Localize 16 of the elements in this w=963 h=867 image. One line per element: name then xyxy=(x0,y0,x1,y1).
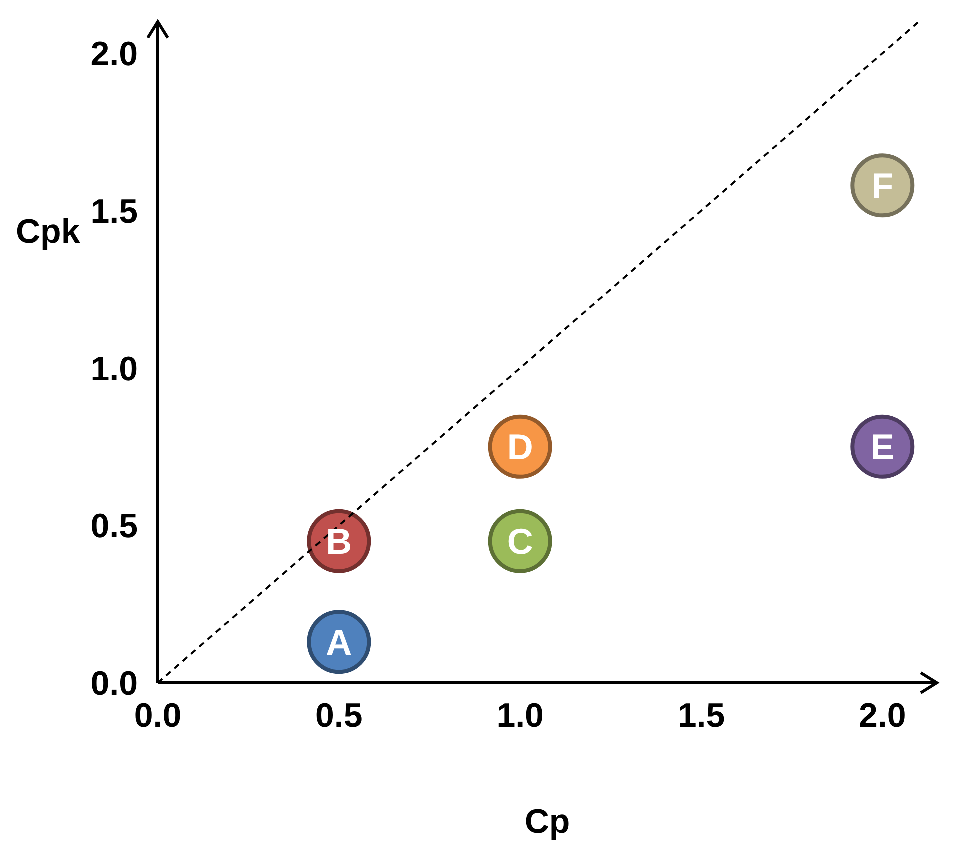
data-label: C xyxy=(507,521,534,562)
x-tick-label: 1.0 xyxy=(496,697,544,736)
y-axis-title: Cpk xyxy=(16,212,80,252)
x-axis-title: Cp xyxy=(524,803,570,841)
y-tick-label: 1.0 xyxy=(90,350,138,388)
y-tick-label: 1.5 xyxy=(90,192,138,231)
data-label: B xyxy=(326,521,352,562)
y-tick-label: 0.5 xyxy=(90,508,138,546)
x-tick-label: 1.5 xyxy=(678,697,726,736)
y-tick-label: 2.0 xyxy=(90,36,138,74)
x-tick-label: 0.5 xyxy=(316,697,363,736)
data-label: F xyxy=(872,165,894,206)
data-label: D xyxy=(507,426,534,468)
data-label: E xyxy=(870,426,895,468)
data-label: A xyxy=(326,622,352,663)
x-tick-label: 2.0 xyxy=(859,697,906,736)
